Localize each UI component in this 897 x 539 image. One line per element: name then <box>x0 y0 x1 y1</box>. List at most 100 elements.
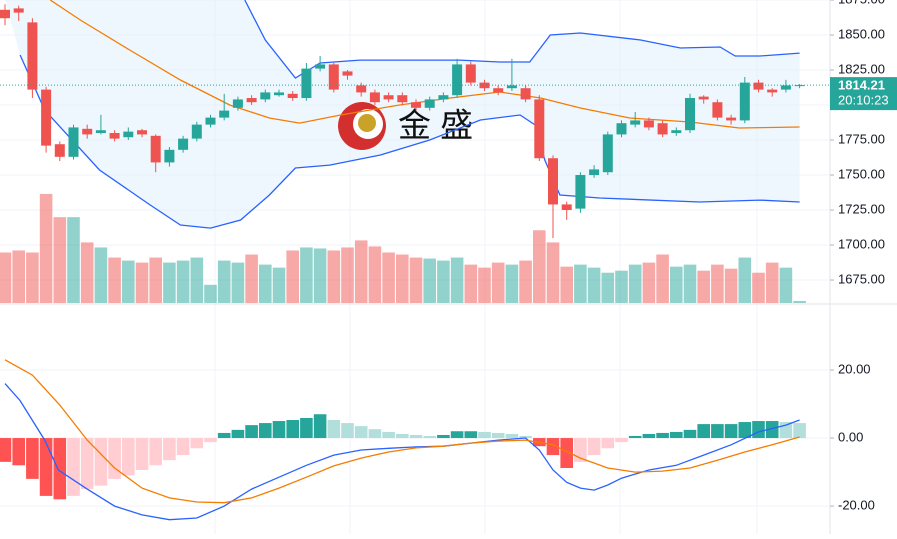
macd-histogram-bar <box>656 432 669 439</box>
y-tick-label: 1750.00 <box>838 166 885 181</box>
volume-bar <box>670 266 683 303</box>
macd-histogram-bar <box>122 438 135 476</box>
volume-bar <box>12 250 25 303</box>
y-tick-label: 1850.00 <box>838 26 885 41</box>
macd-histogram-bar <box>149 438 162 466</box>
candle-body <box>548 158 558 205</box>
volume-bar <box>793 300 806 303</box>
macd-histogram-bar <box>259 423 272 439</box>
macd-histogram-bar <box>793 423 806 439</box>
volume-bar <box>26 252 39 303</box>
volume-bar <box>286 250 299 303</box>
volume-bar <box>327 250 341 303</box>
macd-histogram-bar <box>642 433 656 439</box>
volume-bar <box>190 257 204 303</box>
macd-histogram-bar <box>450 431 464 439</box>
candle-body <box>438 95 449 100</box>
y-tick-label: 1825.00 <box>838 61 885 76</box>
y-tick-label: 20.00 <box>838 361 871 376</box>
macd-histogram-bar <box>478 431 491 439</box>
macd-histogram-bar <box>80 438 94 490</box>
candle-body <box>41 89 52 146</box>
volume-bar <box>533 230 546 303</box>
candle-body <box>465 64 476 83</box>
macd-histogram-bar <box>300 417 313 439</box>
macd-histogram-bar <box>94 438 108 486</box>
last-price-label: 1814.21 <box>838 78 885 93</box>
volume-bar <box>423 258 436 303</box>
candle-body <box>123 131 134 138</box>
volume-bar <box>587 267 601 303</box>
macd-histogram-bar <box>546 438 560 456</box>
volume-bar <box>108 257 121 303</box>
candle-body <box>534 99 545 159</box>
macd-histogram-bar <box>765 421 779 439</box>
macd-histogram-bar <box>341 423 354 439</box>
volume-bar <box>163 262 176 303</box>
candle-body <box>301 68 312 99</box>
candle-body <box>643 120 654 128</box>
y-tick-label: 1775.00 <box>838 131 885 146</box>
candle-body <box>397 95 408 103</box>
candle-body <box>575 175 586 209</box>
volume-bar <box>354 240 368 303</box>
candle-body <box>726 117 737 121</box>
candle-body <box>205 117 216 125</box>
volume-bar <box>505 264 519 303</box>
macd-histogram-bar <box>724 424 738 439</box>
logo-dot <box>358 114 376 132</box>
volume-bar <box>738 257 752 303</box>
candle-body <box>602 134 613 173</box>
macd-histogram-bar <box>190 438 204 449</box>
volume-bar <box>478 267 491 303</box>
macd-histogram-bar <box>587 438 601 456</box>
candle-body <box>780 85 791 90</box>
candle-body <box>260 92 271 100</box>
candle-body <box>27 22 38 90</box>
volume-bar <box>464 264 478 303</box>
macd-histogram-bar <box>0 438 12 462</box>
volume-bar <box>752 272 765 303</box>
candle-body <box>219 110 230 118</box>
volume-bar <box>560 266 573 303</box>
candle-body <box>794 85 805 87</box>
volume-bar <box>765 262 779 303</box>
last-price-badge <box>830 77 897 111</box>
band-fill <box>5 0 800 229</box>
macd-histogram-bar <box>108 438 121 479</box>
macd-histogram-bar <box>711 424 724 439</box>
volume-bar <box>0 252 12 303</box>
candle-body <box>82 128 93 135</box>
indicator-line <box>19 54 800 229</box>
candle-body <box>191 124 202 139</box>
volume-bar <box>437 260 450 303</box>
candle-body <box>493 88 504 93</box>
macd-histogram-bar <box>217 432 231 439</box>
macd-histogram-bar <box>26 438 39 479</box>
candle-body <box>109 133 120 139</box>
candle-body <box>424 99 435 108</box>
volume-bar <box>231 262 245 303</box>
macd-histogram-bar <box>39 438 53 496</box>
indicator-line <box>244 0 800 79</box>
candle-body <box>616 123 627 135</box>
macd-histogram-bar <box>163 438 176 461</box>
candle-body <box>411 102 421 108</box>
candle-body <box>739 82 750 121</box>
volume-bar <box>245 254 258 303</box>
volume-bar <box>409 257 423 303</box>
volume-bar <box>382 252 395 303</box>
volume-bar <box>396 254 409 303</box>
volume-bar <box>80 242 94 303</box>
volume-bar <box>628 264 642 303</box>
volume-bar <box>341 247 354 303</box>
macd-histogram-bar <box>628 436 642 439</box>
macd-histogram-bar <box>683 429 697 439</box>
volume-bar <box>779 267 793 303</box>
macd-histogram-bar <box>423 436 436 439</box>
candle-body <box>150 135 161 163</box>
time-label: 20:10:23 <box>838 93 889 108</box>
macd-histogram-bar <box>615 438 628 443</box>
candle-body <box>671 130 682 134</box>
macd-histogram-bar <box>245 425 258 439</box>
